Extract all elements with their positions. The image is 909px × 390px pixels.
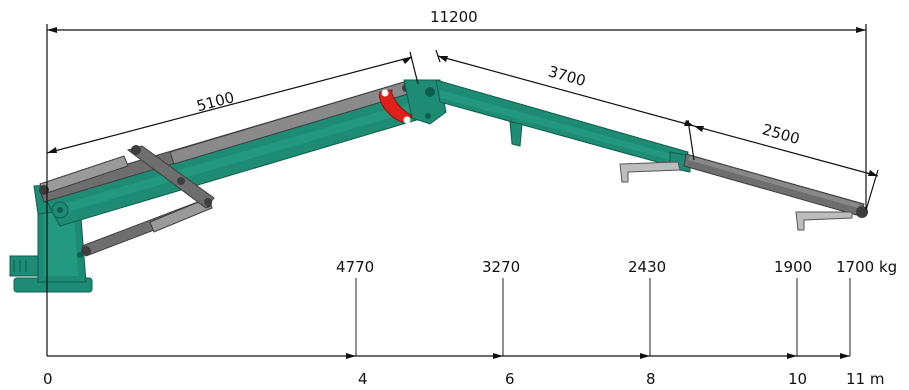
dimension-extension-label: 2500 (760, 120, 802, 148)
distance-axis: 0 4 6 8 10 11 m (43, 160, 884, 388)
dimension-outer-boom-label: 3700 (546, 62, 588, 90)
outer-boom-cylinder (39, 81, 410, 203)
capacity-marker-8m: 2430 (628, 258, 666, 356)
dimension-total: 11200 (46, 8, 867, 210)
linkage-arms (126, 145, 215, 209)
axis-tick-6: 6 (505, 370, 515, 388)
axis-tick-11m: 11 m (846, 370, 884, 388)
capacity-label-2430: 2430 (628, 258, 666, 276)
capacity-marker-11m: 1700 kg (836, 258, 897, 356)
extension-boom (683, 153, 868, 218)
dimension-total-label: 11200 (430, 8, 478, 26)
capacity-label-4770: 4770 (336, 258, 374, 276)
capacity-marker-6m: 3270 (482, 258, 520, 356)
axis-tick-4: 4 (358, 370, 368, 388)
extension-hook (795, 211, 853, 231)
axis-tick-8: 8 (646, 370, 656, 388)
dimension-lines: 11200 5100 3700 2500 (46, 8, 879, 211)
capacity-markers: 4770 3270 2430 1900 1700 kg (336, 258, 897, 356)
dimension-inner-boom-label: 5100 (195, 88, 237, 115)
axis-tick-10: 10 (788, 370, 807, 388)
capacity-label-1900: 1900 (774, 258, 812, 276)
axis-tick-0: 0 (43, 370, 53, 388)
outer-boom-hook (619, 161, 681, 183)
outer-boom (435, 79, 691, 173)
capacity-marker-10m: 1900 (774, 258, 812, 356)
capacity-marker-4m: 4770 (336, 258, 374, 356)
crane-drawing (9, 79, 868, 293)
capacity-label-1700: 1700 kg (836, 258, 897, 276)
inner-boom (43, 87, 431, 227)
capacity-label-3270: 3270 (482, 258, 520, 276)
red-link (379, 89, 413, 124)
knuckle-joint (403, 79, 447, 125)
